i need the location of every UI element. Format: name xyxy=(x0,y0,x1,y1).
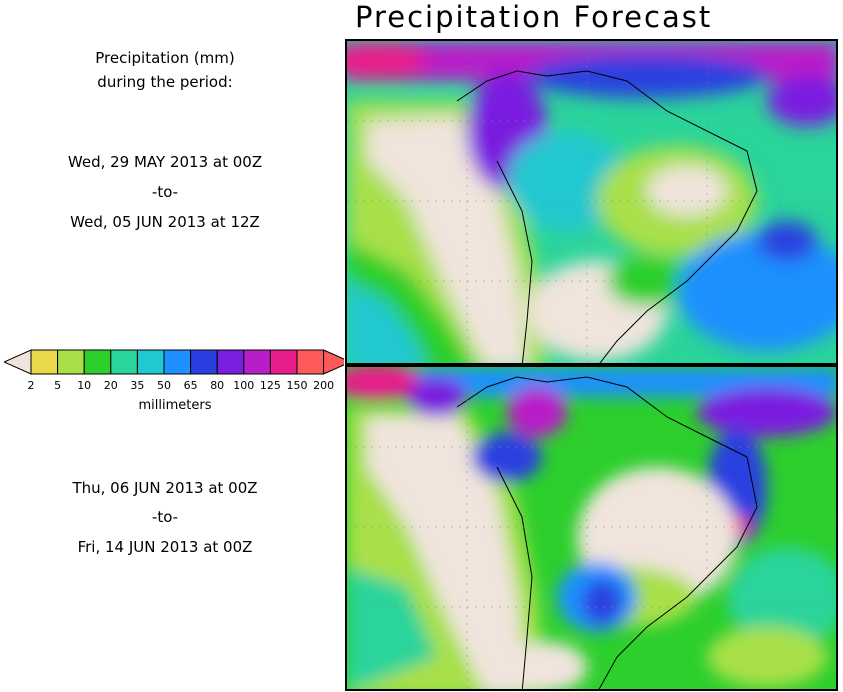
colorbar-segment xyxy=(190,349,218,375)
forecast-map-1-graphic xyxy=(347,41,836,363)
colorbar-tick-label: 2 xyxy=(27,379,35,392)
period1-separator: -to- xyxy=(151,183,179,201)
colorbar-left-arrow xyxy=(4,349,32,375)
colorbar-segment xyxy=(163,349,192,375)
colorbar-tick-label: 5 xyxy=(54,379,62,392)
colorbar-segment xyxy=(57,349,85,375)
colorbar-tick-label: 150 xyxy=(286,379,308,392)
colorbar-tick-label: 200 xyxy=(313,379,335,392)
colorbar-tick-label: 35 xyxy=(130,379,145,392)
colorbar-tick-label: 100 xyxy=(233,379,255,392)
colorbar-tick-label: 80 xyxy=(210,379,225,392)
colorbar xyxy=(4,349,344,375)
colorbar-segment xyxy=(136,349,165,375)
colorbar-segment xyxy=(83,349,112,375)
colorbar-tick-label: 10 xyxy=(77,379,92,392)
colorbar-segment xyxy=(216,349,245,375)
period2-end: Fri, 14 JUN 2013 at 00Z xyxy=(77,538,253,556)
legend-heading-line1: Precipitation (mm) xyxy=(95,49,235,67)
period2-start: Thu, 06 JUN 2013 at 00Z xyxy=(72,479,258,497)
period1-end: Wed, 05 JUN 2013 at 12Z xyxy=(70,213,260,231)
colorbar-unit-label: millimeters xyxy=(138,398,212,413)
colorbar-segment xyxy=(110,349,138,375)
colorbar-segment xyxy=(296,349,325,375)
colorbar-tick-label: 50 xyxy=(157,379,171,392)
forecast-map-period-1 xyxy=(345,39,838,365)
colorbar-tick-label: 20 xyxy=(103,379,118,392)
colorbar-tick-label: 125 xyxy=(259,379,281,392)
colorbar-tick-label: 65 xyxy=(183,379,198,392)
colorbar-segment xyxy=(269,349,298,375)
period1-start: Wed, 29 MAY 2013 at 00Z xyxy=(67,153,263,171)
page-title: Precipitation Forecast xyxy=(355,0,713,34)
colorbar-segment xyxy=(243,349,271,375)
period2-separator: -to- xyxy=(151,508,179,526)
colorbar-right-arrow xyxy=(323,349,344,375)
colorbar-segment xyxy=(30,349,59,375)
forecast-map-period-2 xyxy=(345,365,838,691)
legend-heading-line2: during the period: xyxy=(97,73,233,91)
forecast-map-2-graphic xyxy=(347,367,836,689)
